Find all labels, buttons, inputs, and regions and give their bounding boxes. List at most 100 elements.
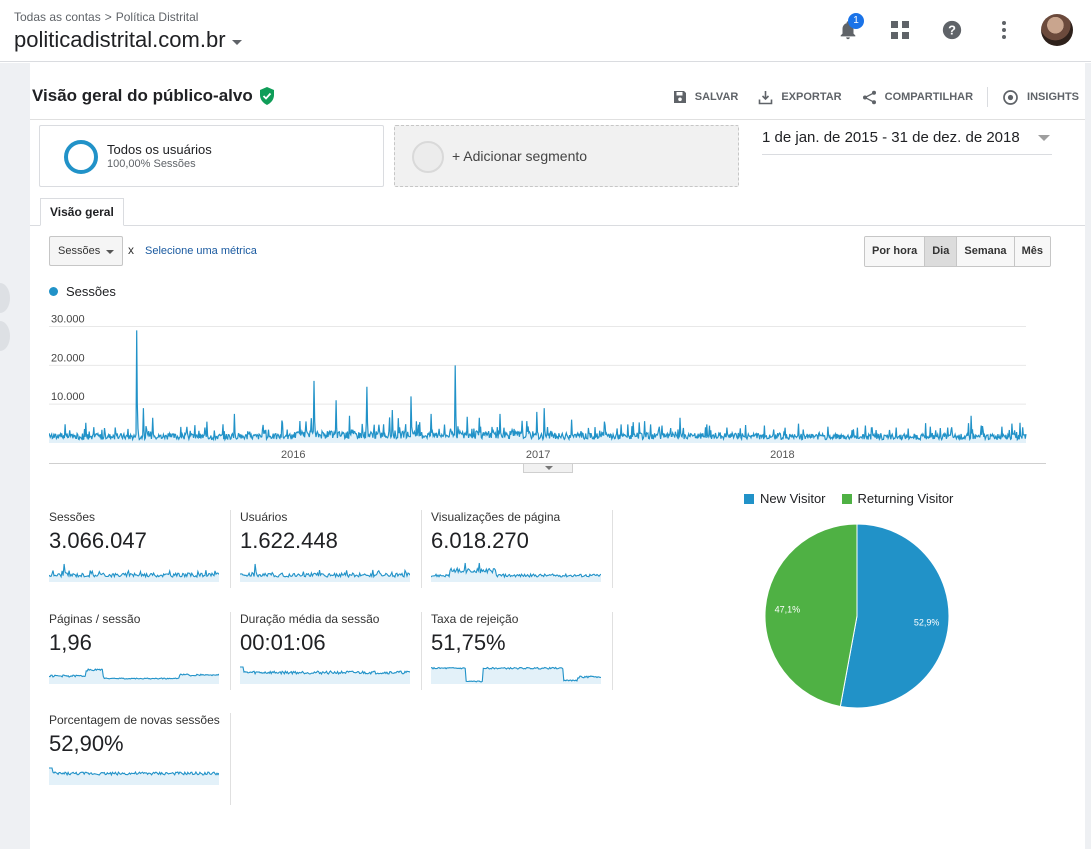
date-caret-down-icon <box>1038 135 1050 141</box>
legend-label-sessions: Sessões <box>66 284 116 299</box>
more-options-button[interactable] <box>989 15 1019 45</box>
account-name: politicadistrital.com.br <box>14 27 226 52</box>
sparkline-area <box>431 563 601 582</box>
help-icon: ? <box>942 20 962 40</box>
breadcrumb-all-accounts[interactable]: Todas as contas <box>14 10 101 24</box>
kpi-value: 52,90% <box>49 731 124 756</box>
save-label: SALVAR <box>694 91 739 103</box>
x-tick-label: 2017 <box>526 449 550 461</box>
granularity-month-button[interactable]: Mês <box>1013 237 1050 266</box>
legend-label-new-visitor: New Visitor <box>760 491 826 506</box>
visitor-pie-chart[interactable]: 52,9% 47,1% <box>764 523 950 709</box>
sparkline-area <box>240 667 410 684</box>
breadcrumb[interactable]: Todas as contas > Política Distrital <box>14 10 198 24</box>
chart-resize-handle[interactable] <box>523 464 573 473</box>
kpi-value: 00:01:06 <box>240 630 326 655</box>
sparkline-line <box>240 666 410 676</box>
report-title: Visão geral do público-alvo <box>32 86 275 106</box>
pie-legend-item-new[interactable]: New Visitor <box>744 491 826 506</box>
kpi-value: 51,75% <box>431 630 506 655</box>
kpi-users[interactable]: Usuários 1.622.448 <box>240 510 422 588</box>
left-gutter <box>0 63 30 849</box>
kpi-label: Duração média da sessão <box>240 612 380 626</box>
kpi-label: Usuários <box>240 510 288 524</box>
kpi-label: Sessões <box>49 510 96 524</box>
kpi-value: 1.622.448 <box>240 528 338 553</box>
kpi-bounce-rate[interactable]: Taxa de rejeição 51,75% <box>431 612 613 690</box>
empty-segment-ring-icon <box>412 141 444 173</box>
metric-dropdown-value: Sessões <box>58 245 101 257</box>
sparkline-area <box>49 768 219 785</box>
pie-slice-label: 52,9% <box>914 617 940 627</box>
granularity-week-button[interactable]: Semana <box>956 237 1014 266</box>
kpi-sparkline <box>49 668 219 684</box>
pie-slice-label: 47,1% <box>775 605 801 615</box>
tab-overview[interactable]: Visão geral <box>40 198 124 226</box>
segment-ring-icon <box>64 140 98 174</box>
kpi-sparkline <box>49 767 219 785</box>
versus-label: x <box>128 243 134 257</box>
add-segment-button[interactable]: + Adicionar segmento <box>394 125 739 187</box>
date-range-picker[interactable]: 1 de jan. de 2015 - 31 de dez. de 2018 <box>762 129 1052 155</box>
notifications-button[interactable]: 1 <box>833 13 864 45</box>
segment-all-users[interactable]: Todos os usuários 100,00% Sessões <box>39 125 384 187</box>
granularity-toggle: Por hora Dia Semana Mês <box>864 236 1051 267</box>
action-divider <box>987 87 989 107</box>
kpi-new-sessions-percentage[interactable]: Porcentagem de novas sessões 52,90% <box>49 713 231 805</box>
chart-legend: Sessões <box>49 284 116 299</box>
export-icon <box>759 90 773 104</box>
save-icon <box>673 91 686 103</box>
account-selector[interactable]: politicadistrital.com.br <box>14 27 242 53</box>
insights-button[interactable]: INSIGHTS <box>1002 89 1079 106</box>
title-divider <box>30 119 1085 120</box>
breadcrumb-property[interactable]: Política Distrital <box>115 10 199 24</box>
right-gutter <box>1085 63 1091 849</box>
kpi-pages-per-session[interactable]: Páginas / sessão 1,96 <box>49 612 231 690</box>
avatar[interactable] <box>1041 14 1073 46</box>
pie-legend: New Visitor Returning Visitor <box>744 491 953 506</box>
export-button[interactable]: EXPORTAR <box>758 90 842 105</box>
select-metric-link[interactable]: Selecione uma métrica <box>145 245 257 257</box>
metric-dropdown[interactable]: Sessões <box>49 236 123 266</box>
add-segment-label: + Adicionar segmento <box>452 148 588 164</box>
verified-shield-icon <box>259 87 274 105</box>
kpi-avg-session-duration[interactable]: Duração média da sessão 00:01:06 <box>240 612 422 690</box>
top-bar: Todas as contas > Política Distrital polit… <box>0 0 1091 62</box>
report-title-text: Visão geral do público-alvo <box>32 86 253 105</box>
kpi-label: Visualizações de página <box>431 510 561 524</box>
svg-text:?: ? <box>948 23 956 38</box>
sparkline-line <box>49 563 219 579</box>
pie-slice-new-visitor[interactable] <box>839 523 950 709</box>
caret-down-icon <box>106 250 114 254</box>
legend-dot-sessions <box>49 287 58 296</box>
sessions-line <box>49 330 1027 442</box>
pie-legend-item-returning[interactable]: Returning Visitor <box>841 491 954 506</box>
pie-slice-returning-visitor[interactable] <box>764 523 858 708</box>
granularity-hour-button[interactable]: Por hora <box>865 237 925 266</box>
kpi-label: Taxa de rejeição <box>431 612 519 626</box>
help-button[interactable]: ? <box>937 15 967 45</box>
date-range-text: 1 de jan. de 2015 - 31 de dez. de 2018 <box>762 129 1020 146</box>
granularity-day-button[interactable]: Dia <box>924 237 957 266</box>
kpi-sparkline <box>240 563 410 582</box>
sparkline-line <box>431 562 601 579</box>
legend-swatch <box>744 493 754 504</box>
tab-divider <box>30 225 1085 226</box>
sparkline-line <box>49 767 219 777</box>
more-vert-icon <box>1002 21 1006 39</box>
legend-label-returning-visitor: Returning Visitor <box>857 491 954 506</box>
segment-name: Todos os usuários <box>107 142 212 157</box>
save-button[interactable]: SALVAR <box>673 90 739 104</box>
kpi-sessions[interactable]: Sessões 3.066.047 <box>49 510 231 588</box>
sparkline-line <box>431 666 601 683</box>
apps-grid-icon <box>891 21 909 39</box>
kpi-pageviews[interactable]: Visualizações de página 6.018.270 <box>431 510 613 588</box>
share-button[interactable]: COMPARTILHAR <box>862 90 973 105</box>
sparkline-area <box>49 564 219 582</box>
legend-swatch <box>841 493 852 504</box>
report-card: Visão geral do público-alvo SALVAR EXPOR… <box>30 63 1085 849</box>
insights-icon <box>1003 89 1018 105</box>
sparkline-area <box>431 667 601 684</box>
sessions-line-chart[interactable]: 10.000 20.000 30.000 2016 2017 2018 <box>49 303 1046 473</box>
apps-button[interactable] <box>885 15 915 45</box>
